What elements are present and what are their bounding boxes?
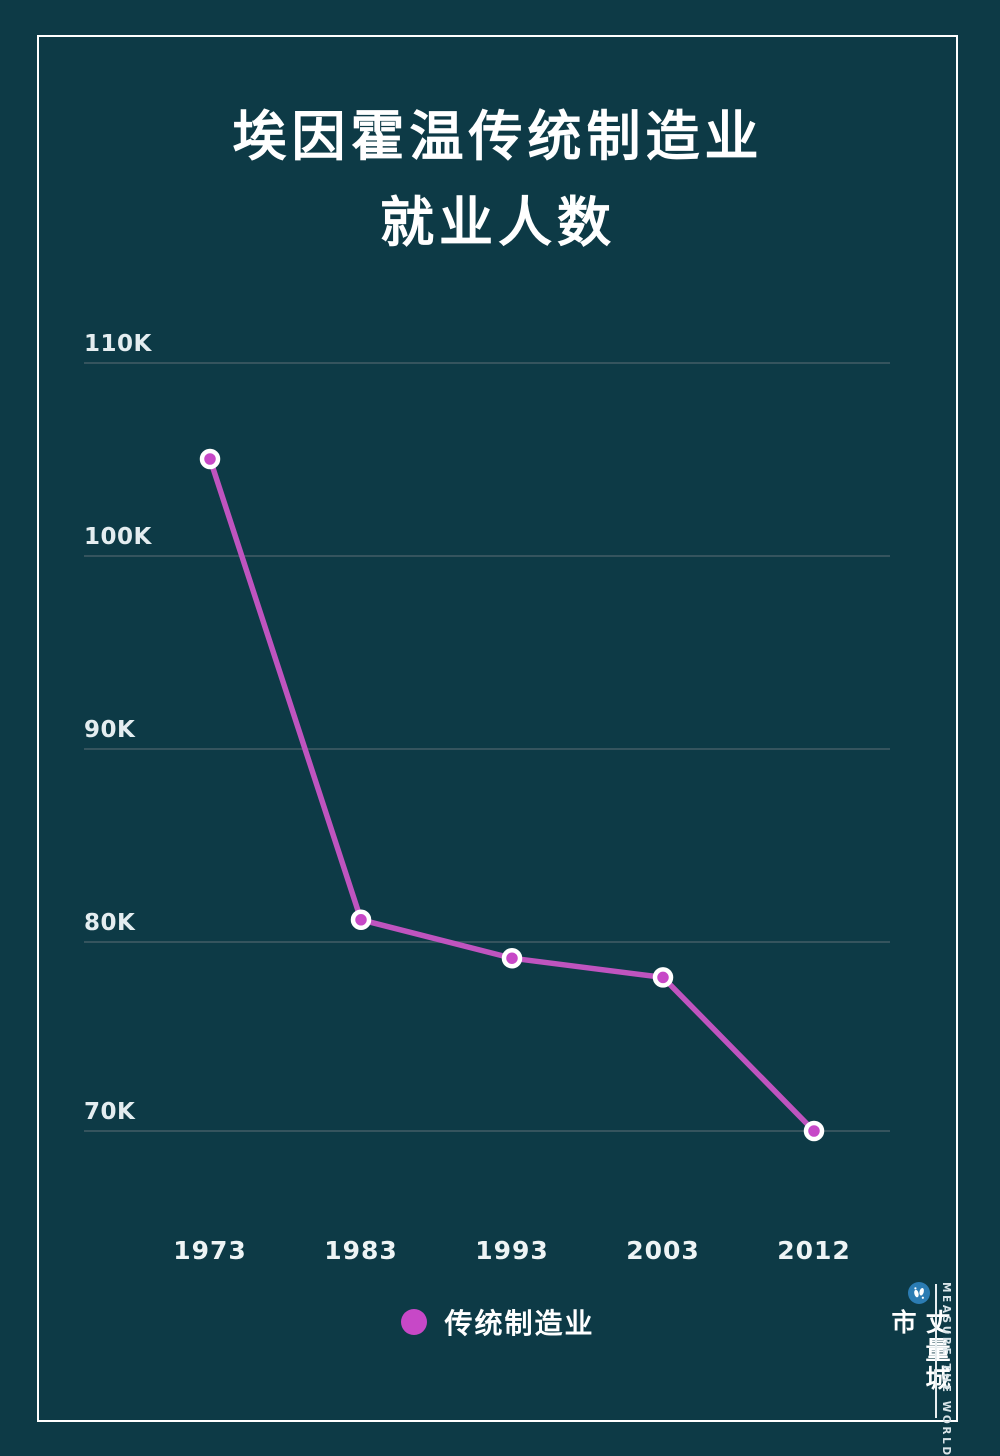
- x-tick-label: 2003: [626, 1236, 700, 1265]
- gridline-70k: [84, 1130, 890, 1132]
- gridline-100k: [84, 555, 890, 557]
- brand-left-column: 丈量城市: [888, 1282, 951, 1420]
- gridline-90k: [84, 748, 890, 750]
- y-tick-label: 90K: [84, 717, 136, 743]
- y-tick-label: 70K: [84, 1099, 136, 1125]
- title-line-1: 埃因霍温传统制造业: [232, 105, 764, 168]
- title-line-2: 就业人数: [380, 191, 616, 254]
- legend: 传统制造业: [38, 1302, 958, 1342]
- x-tick-label: 2012: [777, 1236, 851, 1265]
- y-tick-label: 80K: [84, 910, 136, 936]
- y-tick-label: 110K: [84, 331, 152, 357]
- x-tick-label: 1973: [173, 1236, 247, 1265]
- chart-title: 埃因霍温传统制造业 就业人数: [38, 94, 958, 266]
- legend-dot-icon: [401, 1309, 428, 1335]
- x-tick-label: 1993: [475, 1236, 549, 1265]
- brand-divider: [935, 1284, 937, 1418]
- frame-border: [37, 35, 958, 1422]
- gridline-110k: [84, 362, 890, 364]
- brand-watermark: 丈量城市 MEASURE THE WORLD: [888, 1282, 956, 1456]
- x-tick-label: 1983: [324, 1236, 398, 1265]
- legend-label: 传统制造业: [444, 1307, 595, 1340]
- footprints-logo-icon: [908, 1282, 930, 1304]
- gridline-80k: [84, 941, 890, 943]
- y-tick-label: 100K: [84, 524, 152, 550]
- brand-name-english: MEASURE THE WORLD: [940, 1282, 952, 1456]
